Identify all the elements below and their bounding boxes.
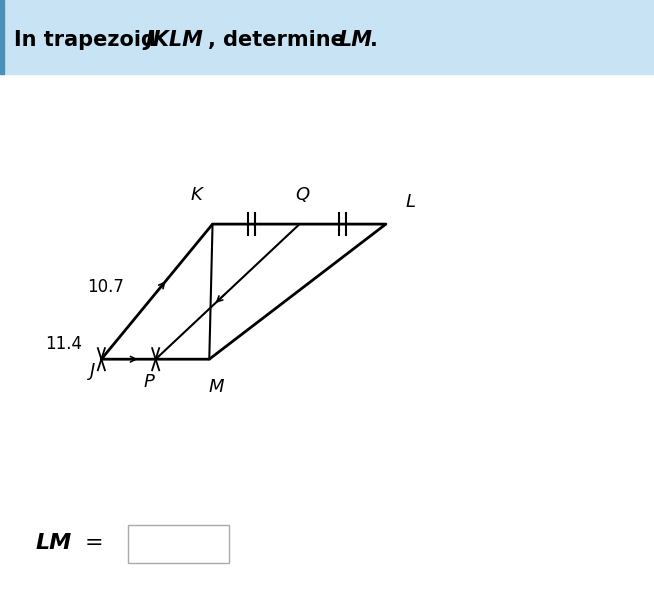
- Text: P: P: [144, 373, 154, 391]
- Bar: [128, 525, 229, 563]
- Text: M: M: [208, 378, 224, 395]
- Text: K: K: [190, 187, 202, 204]
- Text: =: =: [85, 534, 103, 553]
- Text: 11.4: 11.4: [44, 335, 82, 353]
- Bar: [0, 0, 4, 74]
- Text: J: J: [90, 362, 95, 380]
- Text: In trapezoid: In trapezoid: [14, 30, 164, 50]
- Text: LM: LM: [36, 534, 72, 553]
- Text: LM: LM: [339, 30, 373, 50]
- Text: Q: Q: [296, 187, 310, 204]
- Text: 10.7: 10.7: [87, 278, 124, 296]
- Text: L: L: [405, 193, 416, 211]
- Text: .: .: [370, 30, 377, 50]
- Bar: [0, 0, 654, 74]
- Text: , determine: , determine: [208, 30, 352, 50]
- Text: JKLM: JKLM: [145, 30, 203, 50]
